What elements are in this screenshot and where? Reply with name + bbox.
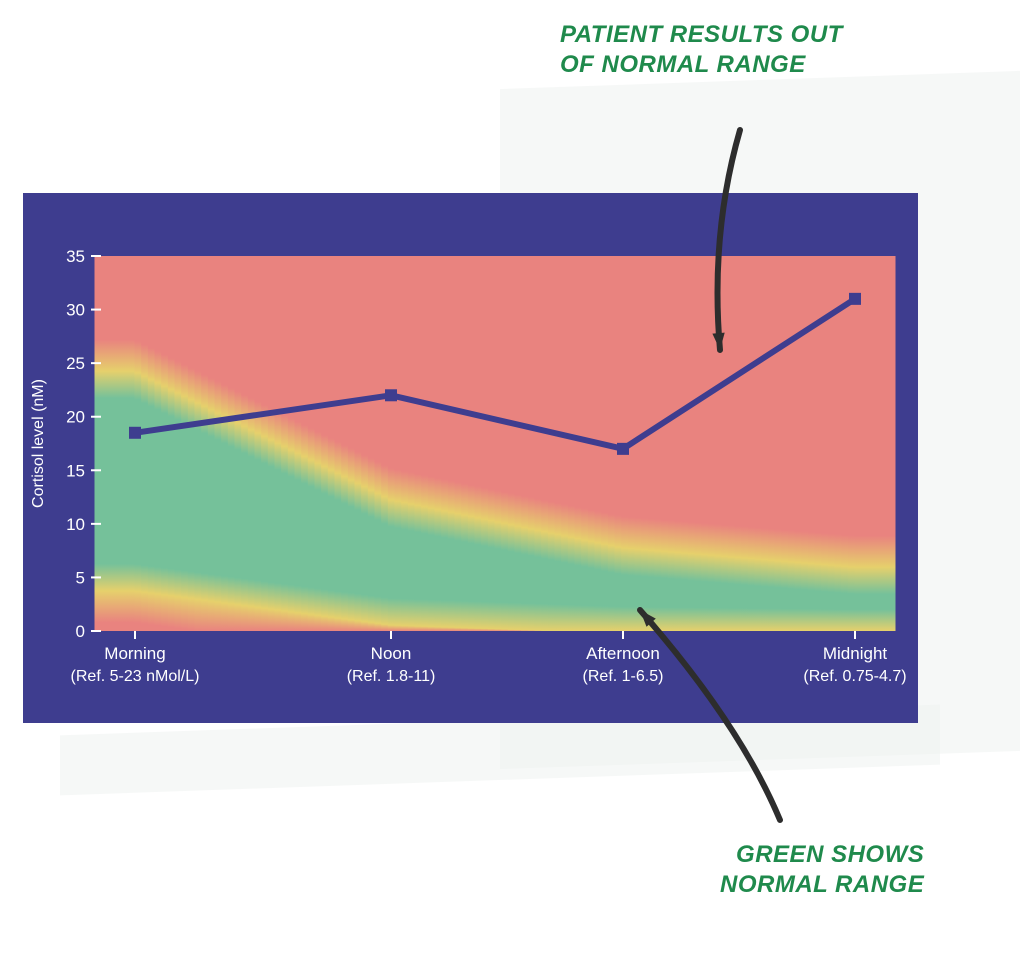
annotation-arrow <box>718 130 741 350</box>
annotation-arrows <box>0 0 1024 961</box>
stage: 05101520253035Cortisol level (nM)Morning… <box>0 0 1024 961</box>
annotation-arrow <box>640 610 780 820</box>
